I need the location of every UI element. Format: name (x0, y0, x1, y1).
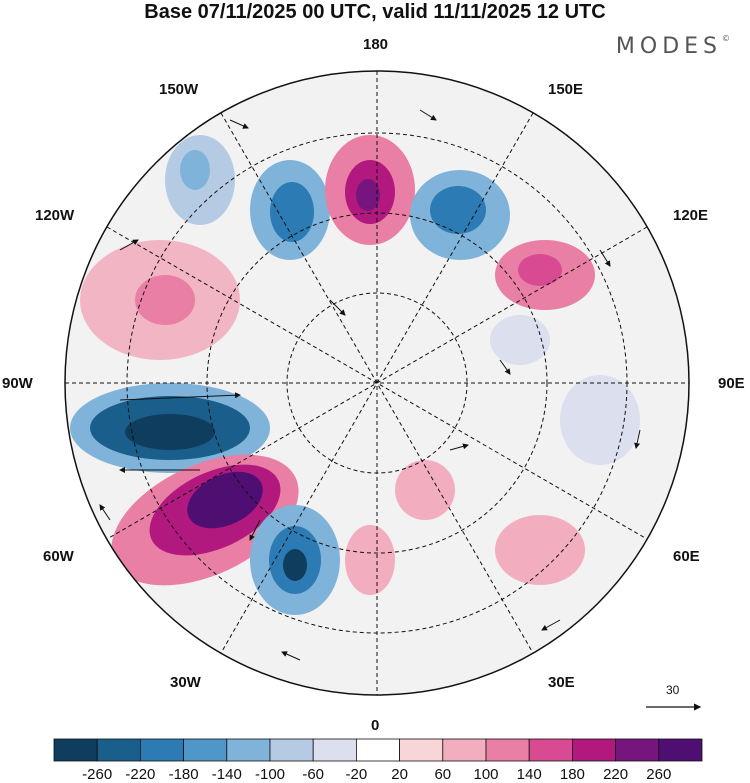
colorbar-tick-label: -260 (82, 766, 113, 783)
label-30e: 30E (548, 674, 575, 691)
colorbar-tick-label: 60 (434, 766, 452, 783)
colorbar-tick-label: -60 (302, 766, 325, 783)
label-60w: 60W (43, 548, 74, 565)
colorbar (53, 738, 703, 762)
colorbar-tick-label: -140 (211, 766, 242, 783)
colorbar-tick-label: -100 (254, 766, 286, 783)
colorbar-swatch (442, 738, 487, 762)
colorbar-swatch (355, 738, 400, 762)
colorbar-swatch (399, 738, 444, 762)
colorbar-tick-label: 260 (646, 766, 672, 783)
label-90w: 90W (2, 375, 33, 392)
wind-vectors (99, 109, 641, 661)
colorbar-swatch (139, 738, 184, 762)
colorbar-swatch (485, 738, 530, 762)
anomaly-field (70, 135, 640, 615)
colorbar-swatch (96, 738, 141, 762)
colorbar-tick-label: 140 (516, 766, 542, 783)
map-title: Base 07/11/2025 00 UTC, valid 11/11/2025… (144, 1, 606, 23)
colorbar-tick-label: -180 (168, 766, 199, 783)
map-disc (65, 71, 689, 695)
colorbar-tick-label: -220 (125, 766, 156, 783)
colorbar-swatch (312, 738, 357, 762)
brand-name: MODES (615, 34, 722, 59)
colorbar-tick-label: 180 (559, 766, 585, 783)
colorbar-swatch (183, 738, 228, 762)
colorbar-swatch (53, 738, 98, 762)
graticule (65, 71, 689, 695)
colorbar-swatch (572, 738, 617, 762)
brand-logo: MODES© (616, 34, 730, 59)
label-180: 180 (363, 36, 389, 53)
brand-mark: © (722, 34, 730, 43)
label-0: 0 (371, 717, 380, 734)
label-90e: 90E (718, 375, 745, 392)
label-120w: 120W (35, 207, 75, 224)
colorbar-tick-label: -20 (345, 766, 368, 783)
colorbar-swatch (615, 738, 660, 762)
label-120e: 120E (673, 207, 709, 224)
colorbar-swatch (269, 738, 314, 762)
vector-scale-label: 30 (666, 683, 680, 697)
colorbar-swatch (226, 738, 271, 762)
colorbar-tick-label: 100 (473, 766, 499, 783)
label-30w: 30W (170, 674, 201, 691)
label-150e: 150E (548, 81, 584, 98)
label-60e: 60E (673, 548, 700, 565)
colorbar-tick-label: 20 (391, 766, 408, 783)
colorbar-swatch (658, 738, 703, 762)
label-150w: 150W (159, 81, 199, 98)
map-border (64, 70, 690, 696)
colorbar-swatch (528, 738, 573, 762)
colorbar-tick-label: 220 (603, 766, 629, 783)
